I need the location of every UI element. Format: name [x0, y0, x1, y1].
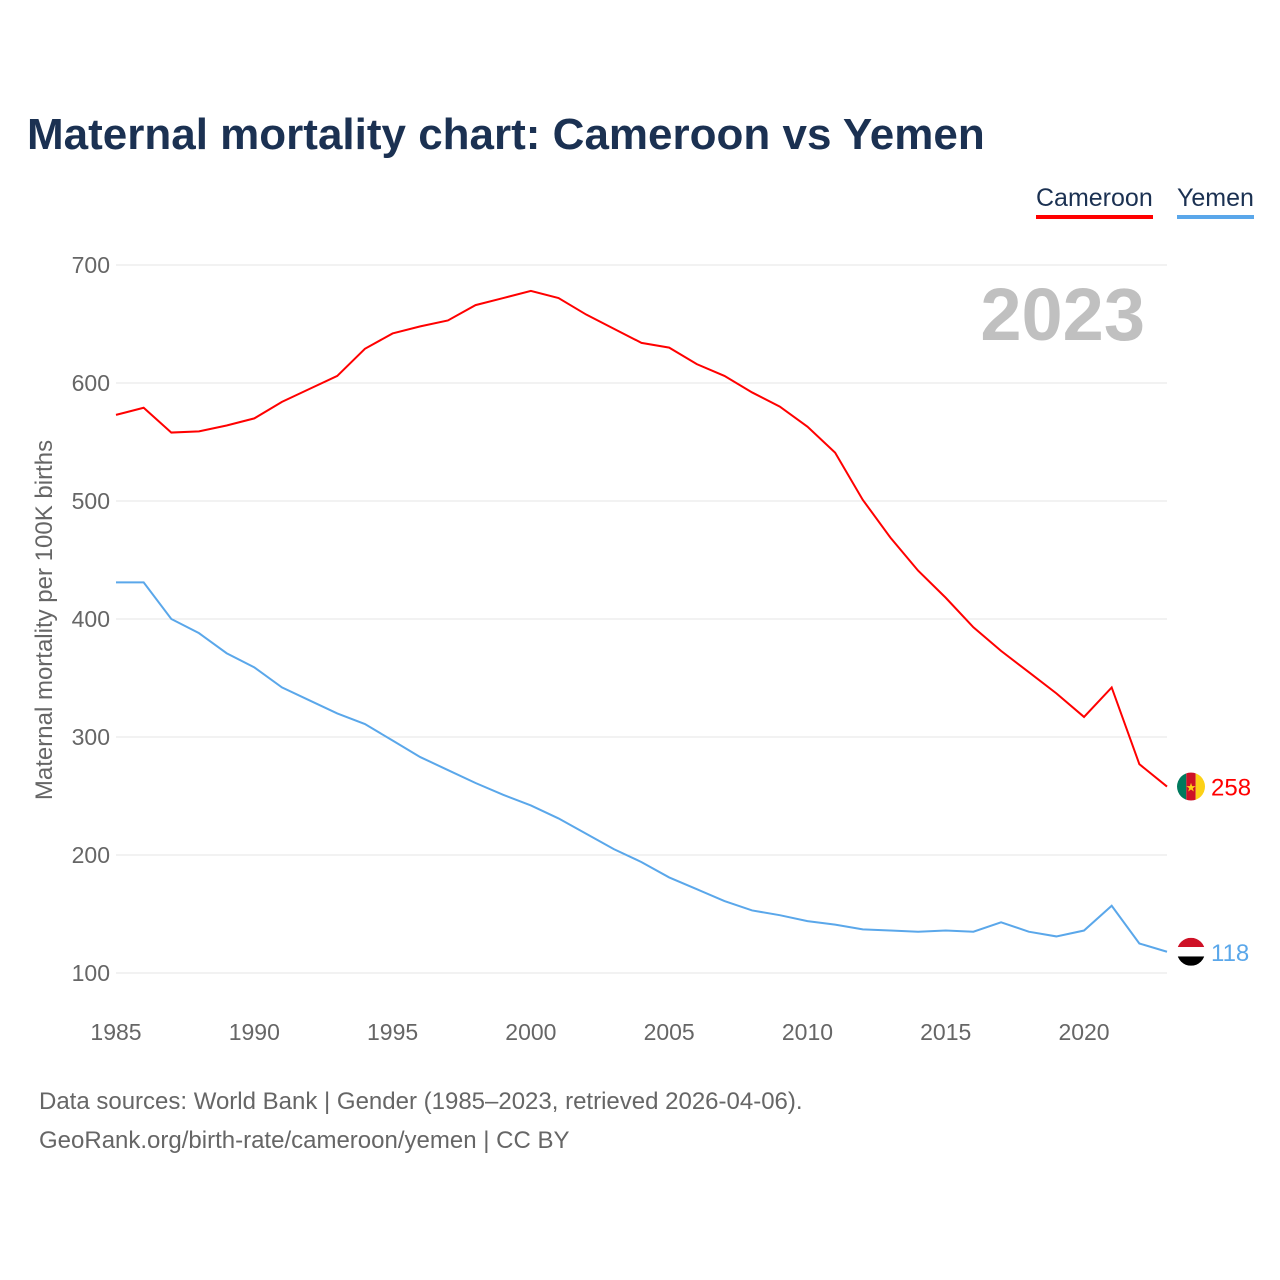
end-value-label: 258	[1211, 775, 1251, 802]
series-line-cameroon	[115, 289, 1168, 788]
cameroon-flag-icon: ★	[1177, 772, 1205, 801]
x-tick-label: 2015	[920, 1019, 971, 1045]
x-tick-label: 2020	[1058, 1019, 1109, 1045]
year-watermark: 2023	[980, 273, 1145, 356]
legend-yemen[interactable]: Yemen	[1177, 184, 1254, 219]
chart-title: Maternal mortality chart: Cameroon vs Ye…	[27, 110, 985, 159]
svg-text:★: ★	[1186, 781, 1197, 795]
legend-cameroon[interactable]: Cameroon	[1036, 184, 1153, 219]
y-tick-label: 500	[72, 488, 110, 514]
y-tick-label: 400	[72, 606, 110, 632]
y-tick-label: 100	[72, 960, 110, 986]
yemen-flag-icon	[1177, 937, 1205, 966]
x-tick-label: 1990	[229, 1019, 280, 1045]
series-line-yemen	[116, 581, 1168, 953]
x-tick-label: 2005	[644, 1019, 695, 1045]
x-tick-label: 2010	[782, 1019, 833, 1045]
x-tick-label: 1985	[90, 1019, 141, 1045]
y-axis-label: Maternal mortality per 100K births	[31, 440, 58, 800]
y-tick-label: 300	[72, 724, 110, 750]
y-tick-label: 700	[72, 252, 110, 278]
footer-sources: Data sources: World Bank | Gender (1985–…	[39, 1088, 803, 1115]
x-tick-label: 1995	[367, 1019, 418, 1045]
y-tick-label: 600	[72, 370, 110, 396]
footer-credit: GeoRank.org/birth-rate/cameroon/yemen | …	[39, 1127, 570, 1154]
y-tick-label: 200	[72, 842, 110, 868]
x-tick-label: 2000	[505, 1019, 556, 1045]
end-value-label: 118	[1211, 940, 1249, 967]
